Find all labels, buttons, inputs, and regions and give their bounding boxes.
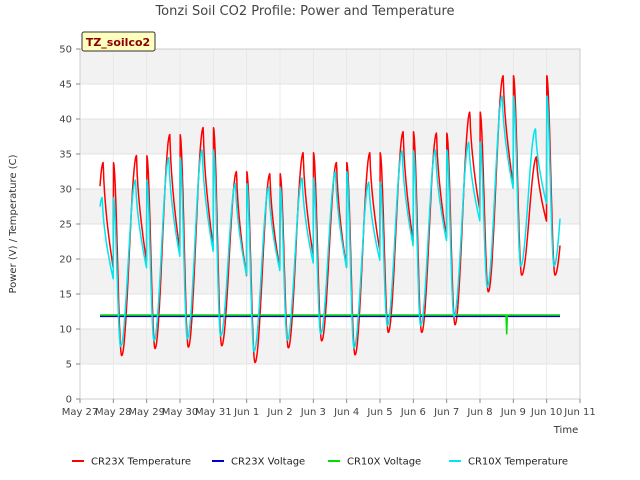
x-tick-label: Jun 6 — [400, 407, 426, 418]
plot-band — [80, 294, 580, 329]
series-cr23x-temperature — [99, 74, 561, 364]
x-tick-label: Jun 2 — [266, 407, 292, 418]
plot-band — [80, 329, 580, 364]
y-tick-label: 45 — [59, 80, 72, 91]
y-axis-title: Power (V) / Temperature (C) — [8, 154, 19, 293]
legend-label: CR23X Voltage — [231, 457, 305, 468]
plot-band — [80, 84, 580, 119]
y-tick-label: 0 — [66, 395, 72, 406]
site-badge: TZ_soilco2 — [81, 31, 156, 52]
x-tick-label: Jun 7 — [433, 407, 459, 418]
plot-band — [80, 364, 580, 399]
y-tick-label: 50 — [59, 45, 72, 56]
chart-title: Tonzi Soil CO2 Profile: Power and Temper… — [154, 4, 454, 19]
x-tick-label: May 30 — [162, 407, 199, 418]
x-tick-label: Jun 5 — [366, 407, 392, 418]
x-tick-label: Jun 9 — [500, 407, 526, 418]
x-tick-label: May 27 — [62, 407, 99, 418]
legend: CR23X Temperature CR23X Voltage CR10X Volt… — [72, 457, 568, 468]
x-tick-label: Jun 11 — [563, 407, 596, 418]
y-tick-label: 20 — [59, 255, 72, 266]
plot-band — [80, 49, 580, 84]
x-tick-label: Jun 8 — [466, 407, 492, 418]
legend-label: CR23X Temperature — [91, 457, 191, 468]
y-tick-label: 10 — [59, 325, 72, 336]
series-cr10x-voltage — [100, 314, 560, 335]
y-tick-label: 5 — [66, 360, 72, 371]
x-tick-label: Jun 3 — [300, 407, 326, 418]
legend-label: CR10X Temperature — [468, 457, 568, 468]
y-tick-label: 15 — [59, 290, 72, 301]
y-tick-label: 40 — [59, 115, 72, 126]
x-tick-label: May 28 — [95, 407, 132, 418]
x-tick-label: May 31 — [195, 407, 232, 418]
y-tick-label: 35 — [59, 150, 72, 161]
series-cr10x-temperature — [99, 95, 561, 353]
x-tick-label: Jun 10 — [530, 407, 563, 418]
plot-band — [80, 259, 580, 294]
x-tick-label: Jun 1 — [233, 407, 259, 418]
site-badge-label: TZ_soilco2 — [86, 36, 150, 49]
legend-label: CR10X Voltage — [347, 457, 421, 468]
y-tick-label: 25 — [59, 220, 72, 231]
x-tick-label: May 29 — [128, 407, 165, 418]
x-axis-title: Time — [553, 425, 578, 436]
series-layer — [99, 74, 561, 364]
site-badge-box — [81, 31, 156, 52]
plot-bands — [80, 49, 580, 399]
y-axis: 0 5 10 15 20 25 30 35 40 45 50 — [59, 45, 80, 406]
y-tick-label: 30 — [59, 185, 72, 196]
plot-band — [80, 154, 580, 189]
x-tick-label: Jun 4 — [333, 407, 359, 418]
